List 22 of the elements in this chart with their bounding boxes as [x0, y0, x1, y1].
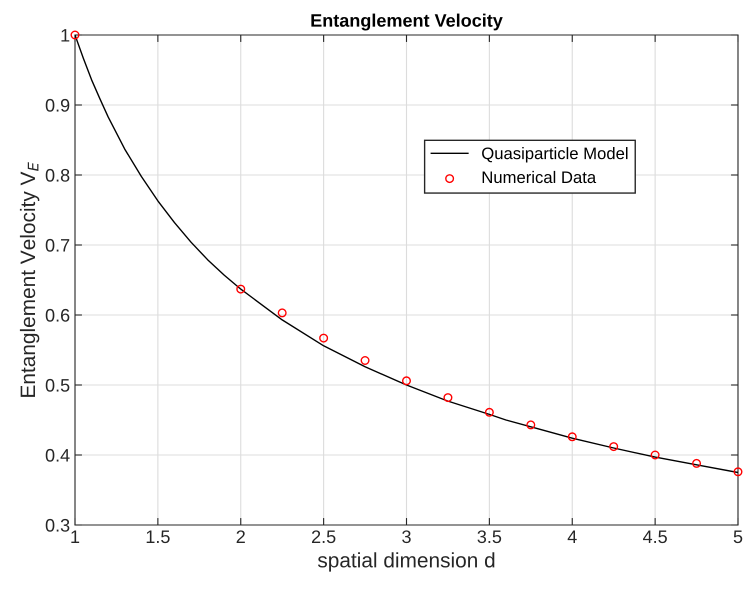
x-tick-label: 4 [568, 530, 577, 543]
y-tick-label: 0.6 [46, 308, 70, 322]
x-tick-label: 1.5 [146, 530, 170, 544]
x-axis-title: spatial dimension d [318, 552, 494, 572]
y-tick-label: 0.4 [46, 448, 70, 462]
y-tick-label: 1 [61, 29, 70, 42]
x-tick-label: 3 [402, 530, 411, 544]
x-tick-label: 4.5 [642, 530, 667, 544]
y-tick-label: 0.7 [46, 238, 70, 252]
x-tick-label: 1 [71, 530, 80, 543]
x-tick-label: 2.5 [312, 530, 336, 544]
y-tick-label: 0.3 [46, 518, 70, 532]
y-tick-label: 0.9 [46, 98, 70, 112]
x-tick-label: 5 [734, 530, 742, 544]
y-tick-label: 0.5 [46, 378, 70, 392]
chart-title: Entanglement Velocity [311, 14, 503, 30]
legend-label: Numerical Data [482, 170, 596, 184]
y-tick-label: 0.8 [46, 168, 70, 182]
x-tick-label: 3.5 [478, 530, 502, 544]
y-axis-title: Entanglement Velocity V$_{E}$ [20, 162, 40, 397]
legend-label: Quasiparticle Model [482, 147, 628, 163]
x-tick-label: 2 [236, 530, 245, 543]
